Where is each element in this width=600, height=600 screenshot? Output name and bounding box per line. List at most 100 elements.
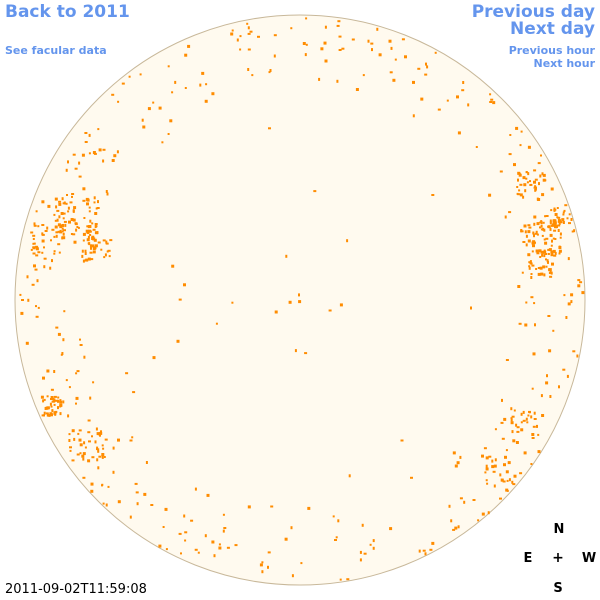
facula-speck bbox=[26, 275, 29, 279]
facula-speck bbox=[372, 546, 375, 550]
facula-speck bbox=[102, 159, 105, 163]
facula-speck bbox=[35, 254, 39, 257]
facula-speck bbox=[522, 419, 526, 422]
facula-speck bbox=[76, 226, 79, 228]
facula-speck bbox=[72, 153, 76, 156]
facula-speck bbox=[541, 414, 545, 417]
facula-speck bbox=[532, 425, 536, 428]
observation-timestamp: 2011-09-02T11:59:08 bbox=[5, 582, 147, 597]
facula-speck bbox=[565, 316, 568, 319]
compass-north-label: N bbox=[553, 522, 565, 537]
facula-speck bbox=[548, 268, 552, 272]
facula-speck bbox=[111, 93, 115, 96]
see-facular-data-link[interactable]: See facular data bbox=[5, 44, 107, 57]
facula-speck bbox=[506, 479, 509, 482]
facula-speck bbox=[553, 254, 557, 257]
facula-speck bbox=[58, 200, 62, 203]
facula-speck bbox=[44, 230, 48, 232]
facula-speck bbox=[60, 212, 64, 215]
facula-speck bbox=[63, 220, 67, 223]
facula-speck bbox=[68, 386, 71, 389]
facula-speck bbox=[426, 65, 429, 69]
facula-speck bbox=[579, 281, 583, 284]
facula-speck bbox=[68, 221, 71, 223]
facula-speck bbox=[55, 234, 58, 238]
facula-speck bbox=[51, 259, 53, 263]
facula-speck bbox=[547, 260, 549, 264]
facula-speck bbox=[75, 372, 78, 375]
facula-speck bbox=[180, 552, 182, 555]
facula-speck bbox=[533, 180, 536, 184]
previous-hour-link[interactable]: Previous hour bbox=[508, 44, 595, 57]
facula-speck bbox=[339, 303, 343, 307]
facula-speck bbox=[285, 254, 288, 258]
facula-speck bbox=[572, 350, 576, 353]
previous-day-link[interactable]: Previous day bbox=[471, 2, 595, 22]
facula-speck bbox=[324, 25, 327, 29]
facula-speck bbox=[511, 430, 514, 434]
facula-speck bbox=[454, 464, 458, 468]
facula-speck bbox=[101, 444, 104, 447]
facula-speck bbox=[337, 20, 341, 23]
facula-speck bbox=[532, 231, 535, 235]
facula-speck bbox=[45, 407, 49, 410]
facula-speck bbox=[42, 399, 45, 403]
facula-speck bbox=[267, 565, 269, 569]
back-to-year-link[interactable]: Back to 2011 bbox=[5, 2, 130, 22]
facula-speck bbox=[87, 242, 90, 245]
facula-speck bbox=[43, 398, 46, 401]
facula-speck bbox=[62, 202, 66, 205]
facula-speck bbox=[515, 126, 519, 130]
facula-speck bbox=[96, 432, 100, 436]
facula-speck bbox=[85, 229, 89, 233]
facula-speck bbox=[88, 152, 91, 155]
next-hour-link[interactable]: Next hour bbox=[533, 57, 596, 70]
facula-speck bbox=[96, 207, 100, 209]
facula-speck bbox=[167, 133, 170, 135]
facula-speck bbox=[493, 464, 497, 468]
facula-speck bbox=[53, 403, 56, 406]
facula-speck bbox=[57, 223, 61, 227]
facula-speck bbox=[85, 197, 89, 201]
facula-speck bbox=[84, 252, 87, 255]
facula-speck bbox=[549, 233, 553, 237]
next-day-link[interactable]: Next day bbox=[510, 19, 595, 39]
facula-speck bbox=[488, 193, 492, 197]
facula-speck bbox=[491, 459, 494, 463]
facula-speck bbox=[62, 338, 65, 342]
facula-speck bbox=[446, 99, 449, 102]
facula-speck bbox=[71, 459, 75, 462]
facula-speck bbox=[107, 249, 111, 252]
facula-speck bbox=[457, 131, 461, 135]
facula-speck bbox=[274, 310, 278, 314]
facula-speck bbox=[305, 17, 308, 20]
facula-speck bbox=[42, 376, 45, 380]
facula-speck bbox=[32, 242, 35, 245]
facula-speck bbox=[97, 450, 100, 453]
facula-speck bbox=[100, 248, 103, 251]
facula-speck bbox=[55, 231, 59, 234]
facula-speck bbox=[54, 219, 57, 222]
facula-speck bbox=[215, 322, 218, 325]
facula-speck bbox=[84, 141, 88, 143]
facula-speck bbox=[549, 395, 552, 398]
facula-speck bbox=[76, 453, 80, 456]
facula-speck bbox=[41, 239, 45, 243]
facula-speck bbox=[76, 370, 80, 373]
facula-speck bbox=[500, 421, 504, 424]
facula-speck bbox=[81, 249, 84, 253]
facula-speck bbox=[484, 471, 487, 474]
facula-speck bbox=[522, 176, 526, 180]
facula-speck bbox=[55, 399, 58, 402]
facula-speck bbox=[511, 480, 514, 484]
facula-speck bbox=[388, 39, 392, 43]
facula-speck bbox=[418, 549, 421, 553]
facula-speck bbox=[337, 519, 340, 523]
facula-speck bbox=[513, 474, 517, 478]
facula-speck bbox=[567, 257, 570, 261]
facula-speck bbox=[85, 258, 89, 262]
facula-speck bbox=[97, 241, 101, 244]
facula-speck bbox=[533, 234, 535, 238]
facula-speck bbox=[112, 470, 115, 474]
facula-speck bbox=[91, 435, 93, 438]
